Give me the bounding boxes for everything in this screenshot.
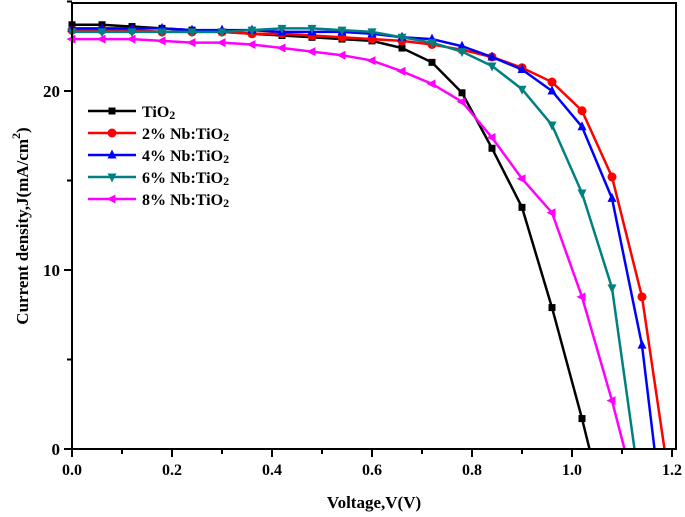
x-tick-label: 0.8 xyxy=(462,462,482,479)
triangle-down-marker xyxy=(157,28,167,38)
legend-label: 4% Nb:TiO2 xyxy=(142,148,229,166)
circle-marker xyxy=(637,292,647,302)
y-tick-label: 10 xyxy=(43,261,60,280)
triangle-down-marker xyxy=(127,28,137,38)
square-marker xyxy=(548,304,556,312)
series-line xyxy=(72,28,666,450)
triangle-up-marker xyxy=(487,51,497,61)
triangle-left-marker xyxy=(276,43,286,53)
y-axis-label: Current density,J(mA/cm2) xyxy=(9,127,32,324)
legend-item: 2% Nb:TiO2 xyxy=(88,126,229,144)
triangle-left-marker xyxy=(396,66,406,76)
triangle-left-marker xyxy=(516,174,526,184)
triangle-left-marker xyxy=(306,47,316,57)
legend-item: 4% Nb:TiO2 xyxy=(88,148,229,166)
triangle-left-marker xyxy=(246,39,256,49)
legend-label: 6% Nb:TiO2 xyxy=(142,170,229,188)
triangle-down-marker xyxy=(187,28,197,38)
triangle-up-marker xyxy=(517,64,527,74)
triangle-up-marker xyxy=(637,339,647,349)
square-marker xyxy=(398,44,406,52)
triangle-left-marker xyxy=(216,38,226,48)
square-marker xyxy=(518,203,526,211)
triangle-up-marker xyxy=(457,40,467,50)
triangle-left-marker xyxy=(456,97,466,107)
triangle-down-marker xyxy=(397,33,407,43)
circle-marker xyxy=(607,172,617,182)
triangle-up-marker xyxy=(107,149,117,159)
triangle-down-marker xyxy=(247,26,257,36)
triangle-left-marker xyxy=(606,396,616,406)
y-tick-label: 0 xyxy=(52,440,61,459)
x-axis-label: Voltage,V(V) xyxy=(327,493,421,512)
triangle-down-marker xyxy=(107,173,117,183)
x-tick-label: 0.4 xyxy=(262,462,282,479)
legend: TiO2 2% Nb:TiO2 4% Nb:TiO2 6% Nb:TiO2 8% Nb:… xyxy=(88,104,229,210)
triangle-left-marker xyxy=(186,38,196,48)
triangle-left-marker xyxy=(126,34,136,44)
triangle-down-marker xyxy=(337,26,347,36)
triangle-up-marker xyxy=(547,85,557,95)
circle-marker xyxy=(577,106,587,116)
triangle-left-marker xyxy=(426,79,436,89)
x-tick-label: 1.0 xyxy=(562,462,582,479)
triangle-down-marker xyxy=(517,85,527,95)
x-tick-label: 1.2 xyxy=(662,462,682,479)
x-tick-label: 0.6 xyxy=(362,462,382,479)
triangle-down-marker xyxy=(547,121,557,131)
triangle-left-marker xyxy=(486,133,496,143)
legend-label: TiO2 xyxy=(142,104,175,122)
series-1 xyxy=(67,25,666,450)
series-line xyxy=(72,27,636,450)
triangle-down-marker xyxy=(487,62,497,72)
triangle-down-marker xyxy=(307,24,317,34)
series-line xyxy=(72,23,591,450)
triangle-down-marker xyxy=(97,28,107,38)
triangle-down-marker xyxy=(607,284,617,294)
legend-label: 2% Nb:TiO2 xyxy=(142,126,229,144)
triangle-left-marker xyxy=(366,56,376,66)
square-marker xyxy=(428,58,436,66)
triangle-down-marker xyxy=(217,28,227,38)
triangle-down-marker xyxy=(427,39,437,49)
series-2 xyxy=(67,22,656,450)
triangle-left-marker xyxy=(96,34,106,44)
triangle-left-marker xyxy=(336,50,346,60)
square-marker xyxy=(578,415,586,423)
square-marker xyxy=(488,144,496,152)
x-tick-label: 0.0 xyxy=(62,462,82,479)
circle-marker xyxy=(107,128,117,138)
triangle-up-marker xyxy=(577,121,587,131)
legend-item: 6% Nb:TiO2 xyxy=(88,170,229,188)
y-tick-label: 20 xyxy=(43,82,60,101)
x-tick-label: 0.2 xyxy=(162,462,182,479)
triangle-down-marker xyxy=(577,189,587,199)
plot-frame xyxy=(71,2,677,450)
square-marker xyxy=(458,89,466,97)
legend-item: TiO2 xyxy=(88,104,175,122)
legend-item: 8% Nb:TiO2 xyxy=(88,192,229,210)
triangle-left-marker xyxy=(576,292,586,302)
legend-label: 8% Nb:TiO2 xyxy=(142,192,229,210)
series-line xyxy=(72,37,626,450)
series-0 xyxy=(68,21,591,450)
series-line xyxy=(72,27,656,450)
circle-marker xyxy=(547,77,557,87)
triangle-down-marker xyxy=(277,24,287,34)
triangle-down-marker xyxy=(457,48,467,58)
triangle-left-marker xyxy=(106,194,116,204)
triangle-left-marker xyxy=(546,208,556,218)
triangle-up-marker xyxy=(607,192,617,202)
triangle-left-marker xyxy=(156,36,166,46)
square-marker xyxy=(108,107,116,115)
triangle-down-marker xyxy=(367,28,377,38)
series-4 xyxy=(66,34,626,450)
